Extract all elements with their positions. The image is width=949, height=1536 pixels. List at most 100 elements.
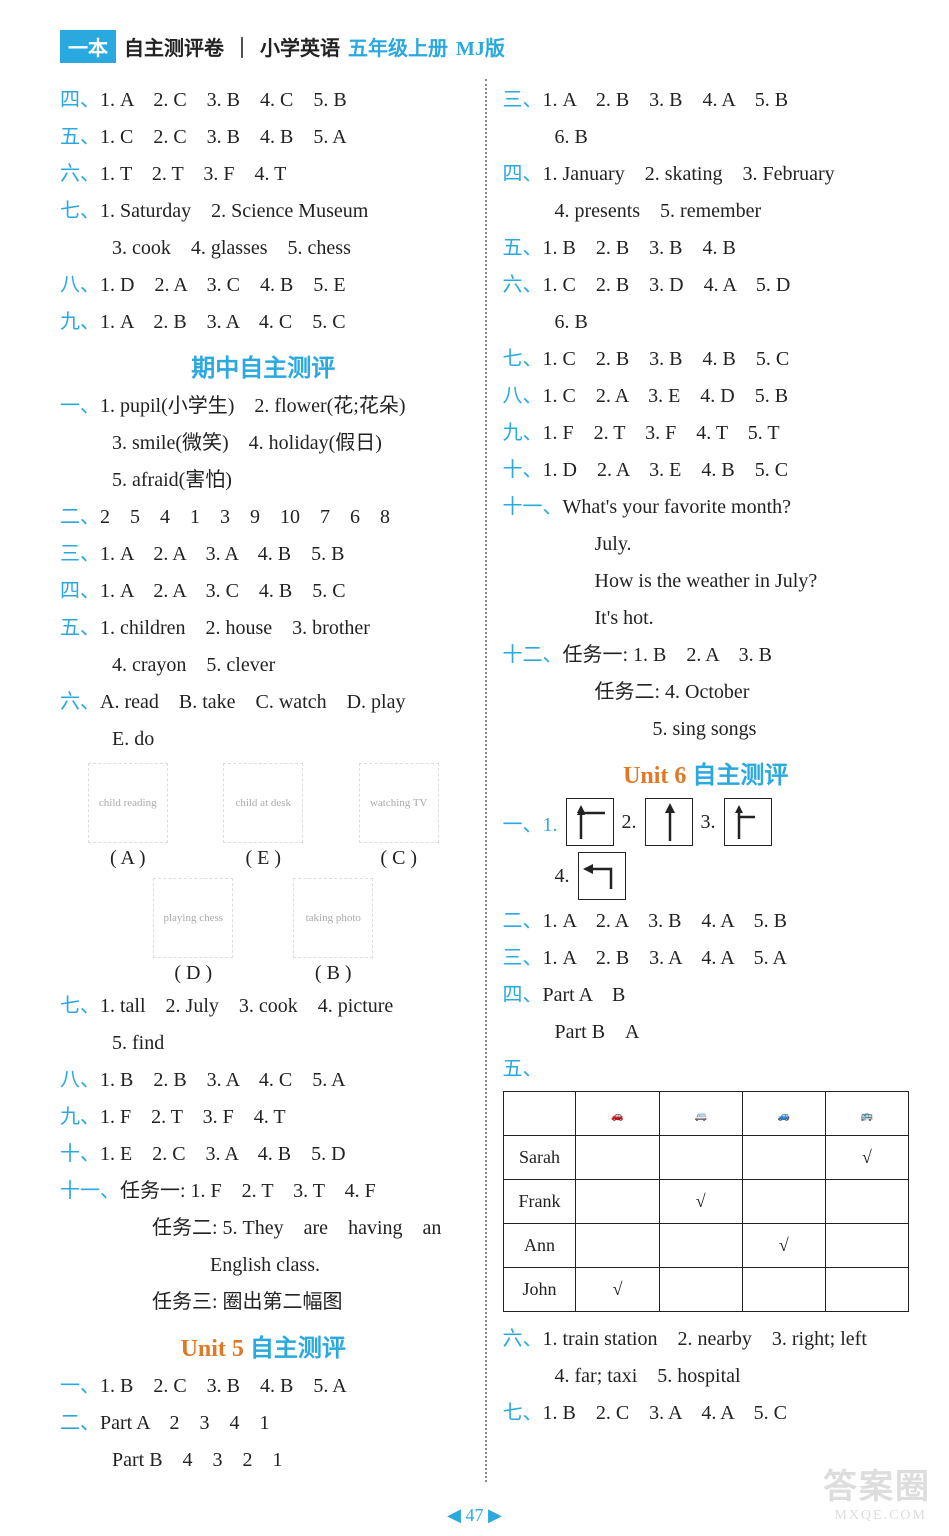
ans-line: 二、2 5 4 1 3 9 10 7 6 8 [60,502,467,533]
illustration-placeholder: playing chess [153,878,233,958]
arrow-answer-row: 一、1. 2. 3. [503,798,910,846]
ans-line: 五、1. C 2. C 3. B 4. B 5. A [60,122,467,153]
image-label: ( A ) [78,847,178,870]
ans-line: 5. find [60,1028,467,1059]
image-cell: child at desk ( E ) [213,763,313,870]
header-text-2: 小学英语 [260,32,340,61]
num-2: 2. [622,811,637,834]
ans-line: 一、1. B 2. C 3. B 4. B 5. A [60,1371,467,1402]
cell [825,1224,908,1268]
section-title-unit5: Unit 5 自主测评 [60,1328,467,1363]
row-name: Frank [503,1180,576,1224]
ans-line: 八、1. D 2. A 3. C 4. B 5. E [60,270,467,301]
ans-line: 七、1. tall 2. July 3. cook 4. picture [60,991,467,1022]
answer-table: 🚗 🚐 🚙 🚌 Sarah √ Frank √ Ann [503,1091,910,1312]
table-row: John √ [503,1268,909,1312]
ans-line: 四、Part A B [503,980,910,1011]
ans-line: 一、1. pupil(小学生) 2. flower(花;花朵) [60,391,467,422]
watermark-text: 答案圈 [823,1459,931,1508]
ans-line: E. do [60,724,467,755]
num-3: 3. [701,811,716,834]
ans-line: 6. B [503,122,910,153]
ans-line: How is the weather in July? [503,566,910,597]
unit-cn: 自主测评 [250,1336,346,1362]
table-header-row: 🚗 🚐 🚙 🚌 [503,1092,909,1136]
ans-line: Part B 4 3 2 1 [60,1445,467,1476]
cell [659,1136,742,1180]
ans-line: 4. far; taxi 5. hospital [503,1361,910,1392]
cell [742,1136,825,1180]
ans-line: 九、1. F 2. T 3. F 4. T 5. T [503,418,910,449]
ans-line: 6. B [503,307,910,338]
ans-line: Part B A [503,1017,910,1048]
image-cell: taking photo ( B ) [283,878,383,985]
ans-line: 5. sing songs [503,714,910,745]
section-title-midterm: 期中自主测评 [60,348,467,383]
page-num-value: 47 [466,1505,484,1525]
ans-line: 三、1. A 2. B 3. A 4. A 5. A [503,943,910,974]
ans-line: English class. [60,1250,467,1281]
vehicle-icon: 🚐 [694,1111,706,1122]
ans-line: 四、1. A 2. A 3. C 4. B 5. C [60,576,467,607]
row-name: Ann [503,1224,576,1268]
num-4: 4. [555,865,570,888]
ans-line: 八、1. C 2. A 3. E 4. D 5. B [503,381,910,412]
cell [742,1268,825,1312]
triangle-right-icon: ▶ [488,1505,502,1525]
ans-line: 五、 [503,1054,910,1085]
unit-cn: 自主测评 [692,763,788,789]
ans-line: 五、1. children 2. house 3. brother [60,613,467,644]
image-cell: child reading ( A ) [78,763,178,870]
cell [742,1180,825,1224]
ans-line: 5. afraid(害怕) [60,465,467,496]
ans-line: 3. smile(微笑) 4. holiday(假日) [60,428,467,459]
vehicle-icon: 🚙 [778,1111,790,1122]
ans-line: 六、1. C 2. B 3. D 4. A 5. D [503,270,910,301]
arrow-icon-4 [578,852,626,900]
ans-line: 七、1. C 2. B 3. B 4. B 5. C [503,344,910,375]
arrow-icon-2 [645,798,693,846]
page-header: 一本 自主测评卷 ｜ 小学英语 五年级上册 MJ版 [60,30,909,63]
table-row: Sarah √ [503,1136,909,1180]
header-text-3: 五年级上册 [348,32,448,61]
arrow-icon-1 [566,798,614,846]
ans-line: 十一、任务一: 1. F 2. T 3. T 4. F [60,1176,467,1207]
left-column: 四、1. A 2. C 3. B 4. C 5. B 五、1. C 2. C 3… [60,79,485,1482]
ans-line: 六、A. read B. take C. watch D. play [60,687,467,718]
ans-line: 六、1. train station 2. nearby 3. right; l… [503,1324,910,1355]
image-label: ( C ) [349,847,449,870]
cell [659,1224,742,1268]
arrow-icon-3 [724,798,772,846]
ans-line: 八、1. B 2. B 3. A 4. C 5. A [60,1065,467,1096]
cell [825,1268,908,1312]
image-cell: playing chess ( D ) [143,878,243,985]
cell: √ [742,1224,825,1268]
ans-line: 九、1. F 2. T 3. F 4. T [60,1102,467,1133]
ans-line: July. [503,529,910,560]
ans-line: 四、1. A 2. C 3. B 4. C 5. B [60,85,467,116]
ans-line: 九、1. A 2. B 3. A 4. C 5. C [60,307,467,338]
image-row-1: child reading ( A ) child at desk ( E ) … [60,763,467,870]
cell [576,1136,659,1180]
cell: √ [659,1180,742,1224]
cell [576,1224,659,1268]
vehicle-icon: 🚌 [861,1111,873,1122]
ans-line: 十二、任务一: 1. B 2. A 3. B [503,640,910,671]
header-bar: ｜ [232,32,252,61]
ans-line: 六、1. T 2. T 3. F 4. T [60,159,467,190]
image-label: ( D ) [143,962,243,985]
watermark-url: MXQE.COM [834,1508,927,1524]
ans-line: 七、1. B 2. C 3. A 4. A 5. C [503,1398,910,1429]
ans-line: 十、1. E 2. C 3. A 4. B 5. D [60,1139,467,1170]
ans-line: 任务三: 圈出第二幅图 [60,1287,467,1318]
triangle-left-icon: ◀ [447,1505,461,1525]
ans-line: 4. presents 5. remember [503,196,910,227]
image-label: ( E ) [213,847,313,870]
image-cell: watching TV ( C ) [349,763,449,870]
ans-line: 五、1. B 2. B 3. B 4. B [503,233,910,264]
illustration-placeholder: taking photo [293,878,373,958]
illustration-placeholder: watching TV [359,763,439,843]
ans-line: 三、1. A 2. A 3. A 4. B 5. B [60,539,467,570]
right-column: 三、1. A 2. B 3. B 4. A 5. B 6. B 四、1. Jan… [485,79,910,1482]
page-number: ◀ 47 ▶ [0,1505,949,1526]
